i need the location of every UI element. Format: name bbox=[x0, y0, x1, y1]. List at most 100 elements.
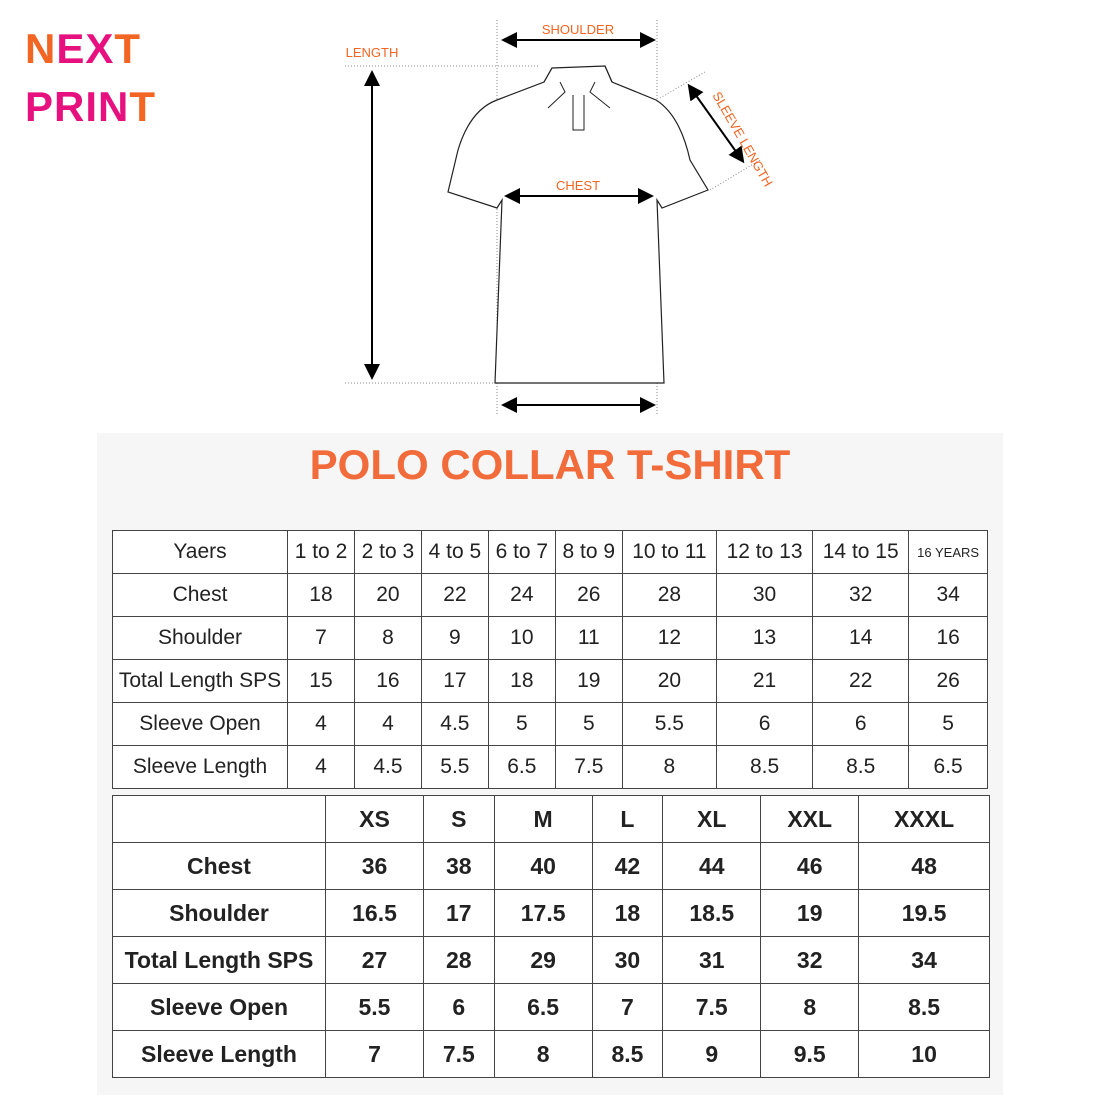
table-cell: 8 bbox=[493, 1030, 593, 1078]
table-cell: 44 bbox=[662, 842, 762, 890]
table-row: Sleeve Length 7 7.5 8 8.5 9 9.5 10 bbox=[112, 1030, 990, 1078]
table-cell: 5 bbox=[487, 702, 556, 746]
table-cell: 15 bbox=[287, 659, 355, 703]
row-label: Sleeve Open bbox=[112, 983, 326, 1031]
table-cell: 26 bbox=[908, 659, 988, 703]
table-cell: 7.5 bbox=[554, 745, 623, 789]
table-cell: 4 bbox=[287, 702, 355, 746]
table-cell: 30 bbox=[715, 573, 814, 617]
table-cell: 7 bbox=[325, 1030, 424, 1078]
table-cell: 1 to 2 bbox=[287, 530, 355, 574]
table-cell: 18.5 bbox=[662, 889, 762, 937]
table-cell: 38 bbox=[423, 842, 495, 890]
table-cell: XS bbox=[325, 795, 424, 843]
table-cell: 18 bbox=[591, 889, 664, 937]
table-cell: 19 bbox=[760, 889, 860, 937]
table-row: Shoulder 7 8 9 10 11 12 13 14 16 bbox=[112, 616, 988, 660]
table-cell: 27 bbox=[325, 936, 424, 984]
table-cell: 22 bbox=[812, 659, 910, 703]
table-cell: 4.5 bbox=[353, 745, 422, 789]
table-cell: 8 bbox=[621, 745, 717, 789]
table-cell: 18 bbox=[287, 573, 355, 617]
table-cell: 36 bbox=[325, 842, 424, 890]
row-label bbox=[112, 795, 326, 843]
table-cell: 22 bbox=[420, 573, 489, 617]
table-cell: 9.5 bbox=[760, 1030, 860, 1078]
table-cell: XXXL bbox=[858, 795, 990, 843]
table-cell: 6.5 bbox=[487, 745, 556, 789]
row-label: Shoulder bbox=[112, 889, 326, 937]
page-title: POLO COLLAR T-SHIRT bbox=[309, 441, 791, 488]
length-label: LENGTH bbox=[346, 45, 399, 60]
table-cell: XXL bbox=[760, 795, 860, 843]
table-cell: 16 bbox=[353, 659, 422, 703]
row-label: Chest bbox=[112, 842, 326, 890]
row-label: Chest bbox=[112, 573, 288, 617]
row-label: Yaers bbox=[112, 530, 288, 574]
table-cell: 7.5 bbox=[423, 1030, 495, 1078]
table-cell: 13 bbox=[715, 616, 814, 660]
table-cell: 8.5 bbox=[812, 745, 910, 789]
table-cell: 7 bbox=[591, 983, 664, 1031]
table-cell: 26 bbox=[554, 573, 623, 617]
table-row: Total Length SPS 27 28 29 30 31 32 34 bbox=[112, 936, 990, 984]
adult-size-table: XS S M L XL XXL XXXL Chest 36 38 40 42 44 46 48 Shoulde… bbox=[112, 795, 990, 1078]
table-cell: 11 bbox=[554, 616, 623, 660]
table-cell: 28 bbox=[621, 573, 717, 617]
table-cell: 31 bbox=[662, 936, 762, 984]
table-cell: 30 bbox=[591, 936, 664, 984]
table-cell: 10 bbox=[487, 616, 556, 660]
row-label: Total Length SPS bbox=[112, 936, 326, 984]
table-cell: 34 bbox=[858, 936, 990, 984]
row-label: Sleeve Length bbox=[112, 745, 288, 789]
table-cell: 17.5 bbox=[493, 889, 593, 937]
table-cell: 6 bbox=[715, 702, 814, 746]
table-row: Chest 36 38 40 42 44 46 48 bbox=[112, 842, 990, 890]
shirt-outline bbox=[447, 65, 709, 384]
table-cell: 5.5 bbox=[325, 983, 424, 1031]
table-cell: 5.5 bbox=[420, 745, 489, 789]
table-row: Total Length SPS 15 16 17 18 19 20 21 22 26 bbox=[112, 659, 988, 703]
table-cell: 9 bbox=[662, 1030, 762, 1078]
table-cell: 6 bbox=[423, 983, 495, 1031]
chest-label: CHEST bbox=[556, 178, 600, 193]
row-label: Sleeve Length bbox=[112, 1030, 326, 1078]
table-cell: 4.5 bbox=[420, 702, 489, 746]
table-cell: 6.5 bbox=[493, 983, 593, 1031]
table-cell: 17 bbox=[420, 659, 489, 703]
table-cell: 5 bbox=[908, 702, 988, 746]
table-cell: 29 bbox=[493, 936, 593, 984]
table-cell: 6 to 7 bbox=[487, 530, 556, 574]
table-row: Sleeve Length 4 4.5 5.5 6.5 7.5 8 8.5 8.5 6.5 bbox=[112, 745, 988, 789]
table-cell: 42 bbox=[591, 842, 664, 890]
table-row: XS S M L XL XXL XXXL bbox=[112, 795, 990, 843]
table-cell: 4 bbox=[287, 745, 355, 789]
table-cell: 20 bbox=[621, 659, 717, 703]
table-cell: 5.5 bbox=[621, 702, 717, 746]
table-cell: 8 to 9 bbox=[554, 530, 623, 574]
table-cell: 7.5 bbox=[662, 983, 762, 1031]
table-cell: 10 bbox=[858, 1030, 990, 1078]
table-cell: 20 bbox=[353, 573, 422, 617]
logo-print: PRINT bbox=[25, 83, 157, 130]
table-row: Shoulder 16.5 17 17.5 18 18.5 19 19.5 bbox=[112, 889, 990, 937]
table-cell: 4 to 5 bbox=[420, 530, 489, 574]
table-cell: 14 to 15 bbox=[812, 530, 910, 574]
row-label: Sleeve Open bbox=[112, 702, 288, 746]
table-cell: 34 bbox=[908, 573, 988, 617]
table-cell: 16 YEARS bbox=[908, 530, 988, 574]
shoulder-label: SHOULDER bbox=[542, 22, 614, 37]
table-cell: 10 to 11 bbox=[621, 530, 717, 574]
row-label: Total Length SPS bbox=[112, 659, 288, 703]
sleeve-length-label: SLEEVE LENGTH bbox=[709, 89, 775, 189]
table-cell: 8.5 bbox=[858, 983, 990, 1031]
table-cell: 32 bbox=[760, 936, 860, 984]
table-cell: 16 bbox=[908, 616, 988, 660]
table-cell: XL bbox=[662, 795, 762, 843]
table-cell: 48 bbox=[858, 842, 990, 890]
table-cell: 12 bbox=[621, 616, 717, 660]
row-label: Shoulder bbox=[112, 616, 288, 660]
polo-shirt-diagram: SHOULDER LENGTH CHEST SLEEVE LENGTH bbox=[345, 20, 776, 415]
